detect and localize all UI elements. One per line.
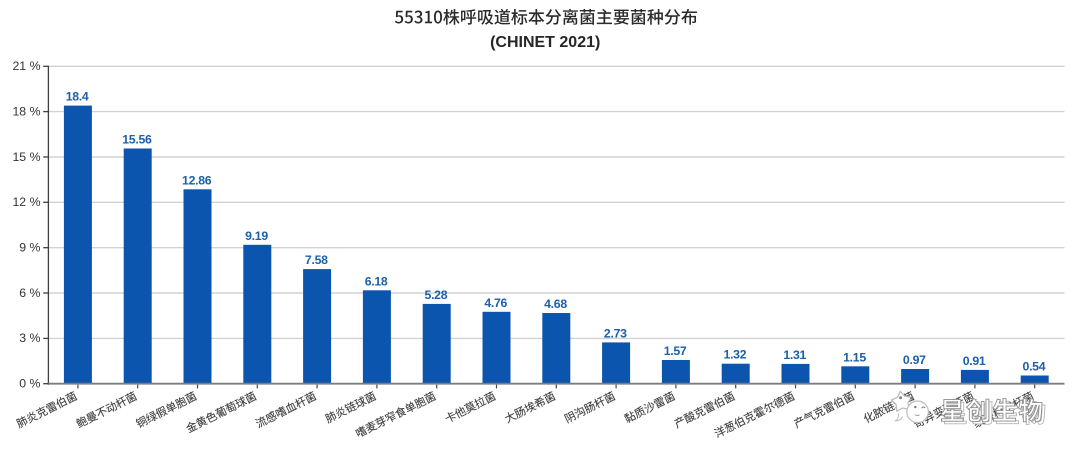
svg-text:1.57: 1.57	[664, 344, 687, 358]
svg-text:12 %: 12 %	[12, 195, 40, 209]
svg-text:21 %: 21 %	[12, 59, 40, 73]
svg-text:15 %: 15 %	[12, 150, 40, 164]
svg-text:5.28: 5.28	[425, 288, 448, 302]
svg-text:(CHINET 2021): (CHINET 2021)	[490, 34, 600, 51]
svg-text:2.73: 2.73	[604, 326, 627, 340]
svg-text:0.54: 0.54	[1023, 360, 1046, 374]
svg-text:1.32: 1.32	[724, 348, 747, 362]
svg-text:4.68: 4.68	[544, 297, 567, 311]
svg-text:0 %: 0 %	[19, 377, 40, 391]
svg-text:7.58: 7.58	[305, 253, 328, 267]
svg-text:4.76: 4.76	[484, 296, 507, 310]
svg-text:18.4: 18.4	[66, 90, 89, 104]
svg-text:6.18: 6.18	[365, 274, 388, 288]
svg-text:6 %: 6 %	[19, 286, 40, 300]
svg-text:0.97: 0.97	[903, 353, 926, 367]
svg-text:15.56: 15.56	[122, 133, 152, 147]
svg-text:9.19: 9.19	[245, 229, 268, 243]
svg-text:9 %: 9 %	[19, 241, 40, 255]
svg-text:18 %: 18 %	[12, 104, 40, 118]
svg-text:12.86: 12.86	[182, 173, 212, 187]
svg-text:0.91: 0.91	[963, 354, 986, 368]
svg-text:3 %: 3 %	[19, 331, 40, 345]
svg-text:1.15: 1.15	[843, 350, 866, 364]
svg-text:1.31: 1.31	[783, 348, 806, 362]
